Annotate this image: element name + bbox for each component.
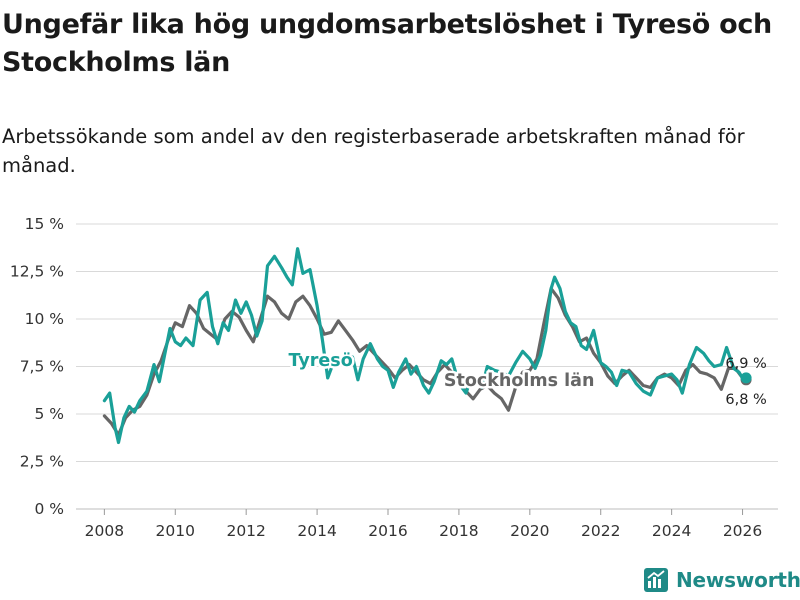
y-tick-label: 15 % <box>25 215 64 233</box>
y-tick-label: 7,5 % <box>20 358 64 376</box>
x-tick-label: 2022 <box>581 522 620 540</box>
x-tick-label: 2016 <box>368 522 407 540</box>
series-label-stockholms-lan-halo: Stockholms län <box>444 371 595 391</box>
series-line-stockholms-l-n <box>102 287 748 437</box>
x-tick-label: 2018 <box>439 522 478 540</box>
chart-title: Ungefär lika hög ungdomsarbetslöshet i T… <box>2 9 772 78</box>
gridlines <box>76 223 778 510</box>
series-label-tyreso: Tyresö <box>289 351 353 371</box>
end-label-tyreso: 6,9 % <box>725 356 766 372</box>
x-tick-label: 2008 <box>85 522 124 540</box>
end-label-stockholms-lan: 6,8 % <box>725 392 766 408</box>
bar-chart-logo-icon <box>644 568 668 592</box>
end-point-tyres- <box>740 372 752 384</box>
x-tick-label: 2012 <box>226 522 265 540</box>
y-tick-label: 12,5 % <box>10 263 64 281</box>
brand-name: Newsworthy <box>676 568 800 592</box>
y-tick-label: 0 % <box>34 500 64 518</box>
series-group <box>102 247 752 445</box>
series-label-stockholms-lan: Stockholms län <box>444 371 595 391</box>
y-tick-label: 2,5 % <box>20 453 64 471</box>
chart-subtitle: Arbetssökande som andel av den registerb… <box>2 125 745 177</box>
newsworthy-brand: Newsworthy <box>644 568 800 592</box>
y-tick-label: 10 % <box>25 310 64 328</box>
x-tick-label: 2026 <box>723 522 762 540</box>
x-tick-label: 2020 <box>510 522 549 540</box>
y-axis-ticks: 0 % 2,5 % 5 % 7,5 % 10 % 12,5 % 15 % <box>10 215 64 518</box>
series-line-tyres- <box>102 247 748 445</box>
x-tick-label: 2010 <box>156 522 195 540</box>
x-tick-label: 2014 <box>297 522 336 540</box>
series-label-tyreso-halo: Tyresö <box>289 351 353 371</box>
x-tick-label: 2024 <box>652 522 691 540</box>
x-axis-ticks: 2008 2010 2012 2014 2016 2018 2020 2022 2024 2026 <box>85 509 762 540</box>
y-tick-label: 5 % <box>34 405 64 423</box>
